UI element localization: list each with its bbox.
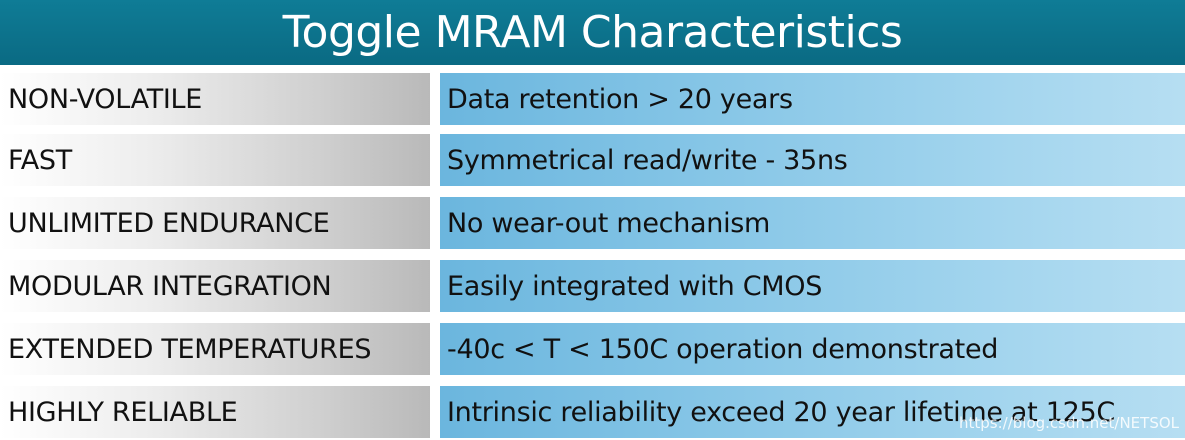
table-row: NON-VOLATILE Data retention > 20 years	[0, 73, 1185, 125]
row-value: Easily integrated with CMOS	[440, 260, 1185, 312]
row-value: Intrinsic reliability exceed 20 year lif…	[440, 386, 1185, 438]
row-label: EXTENDED TEMPERATURES	[0, 323, 430, 375]
row-label: HIGHLY RELIABLE	[0, 386, 430, 438]
row-value: Data retention > 20 years	[440, 73, 1185, 125]
table-row: FAST Symmetrical read/write - 35ns	[0, 134, 1185, 186]
table-row: UNLIMITED ENDURANCE No wear-out mechanis…	[0, 197, 1185, 249]
row-value: No wear-out mechanism	[440, 197, 1185, 249]
row-value: Symmetrical read/write - 35ns	[440, 134, 1185, 186]
watermark-text: https://blog.csdn.net/NETSOL	[959, 414, 1179, 432]
row-label: MODULAR INTEGRATION	[0, 260, 430, 312]
row-label: NON-VOLATILE	[0, 73, 430, 125]
table-row: EXTENDED TEMPERATURES -40c < T < 150C op…	[0, 323, 1185, 375]
table-row: HIGHLY RELIABLE Intrinsic reliability ex…	[0, 386, 1185, 438]
title-text: Toggle MRAM Characteristics	[282, 7, 903, 58]
table-row: MODULAR INTEGRATION Easily integrated wi…	[0, 260, 1185, 312]
row-label: FAST	[0, 134, 430, 186]
row-label: UNLIMITED ENDURANCE	[0, 197, 430, 249]
page-title: Toggle MRAM Characteristics	[0, 0, 1185, 65]
row-value: -40c < T < 150C operation demonstrated	[440, 323, 1185, 375]
